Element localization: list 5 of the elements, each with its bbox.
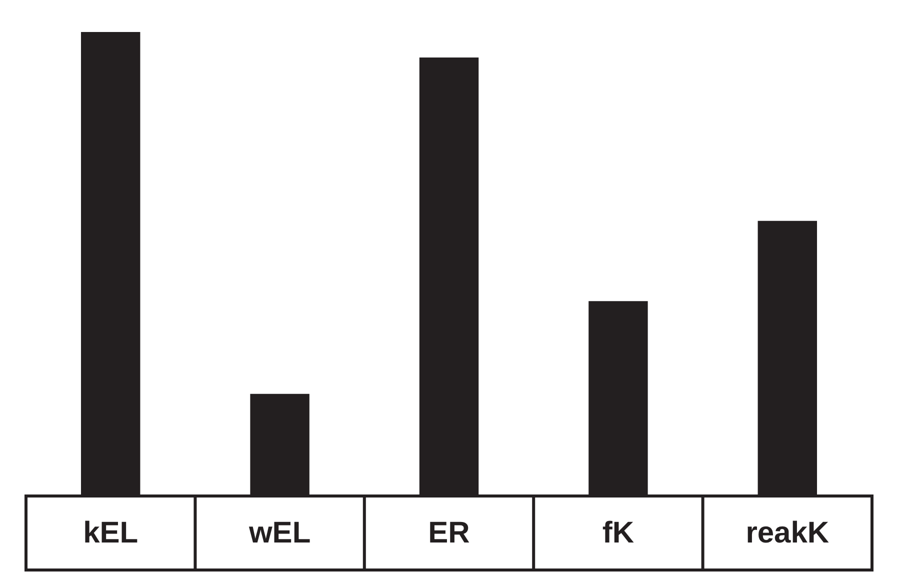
x-tick-label: kEL [83,516,138,550]
x-tick-label: ER [428,516,470,550]
x-tick-label: fK [602,516,634,550]
x-tick-label: reakK [746,516,830,550]
x-tick-label: wEL [248,516,311,550]
